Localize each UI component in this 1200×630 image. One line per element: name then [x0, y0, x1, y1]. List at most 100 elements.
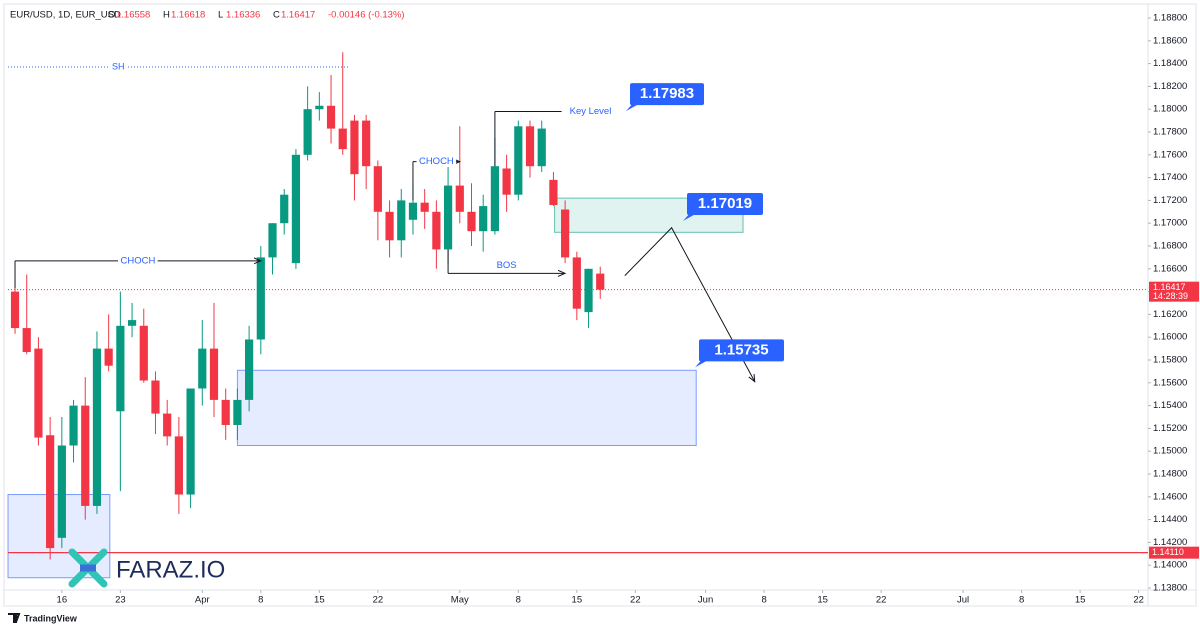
symbol: EUR/USD, 1D, EUR_USD	[10, 10, 121, 21]
x-tick-label: 15	[1075, 595, 1086, 606]
candle-body	[432, 211, 441, 250]
y-tick-label: 1.15000	[1153, 446, 1187, 457]
header: EUR/USD, 1D, EUR_USD	[10, 10, 121, 21]
tv-logo	[8, 613, 21, 623]
candle-body	[537, 128, 546, 167]
structure-label: Key Level	[570, 106, 612, 117]
ohlc-key: L	[218, 10, 223, 21]
candle-body	[326, 105, 336, 129]
candle-body	[490, 166, 499, 232]
y-tick-label: 1.18400	[1153, 58, 1187, 69]
ohlc-value: 1.16618	[171, 10, 205, 21]
candle-body	[561, 209, 570, 258]
zone	[236, 369, 697, 447]
candle-body	[373, 166, 382, 212]
candle-body	[10, 291, 20, 329]
x-tick-label: 15	[572, 595, 583, 606]
y-tick-label: 1.17000	[1153, 218, 1187, 229]
support-label: 1.14110	[1152, 547, 1184, 557]
candle-body	[291, 154, 301, 264]
price-label: 1.16417	[1153, 282, 1186, 292]
x-tick-label: Jun	[698, 595, 713, 606]
candle-body	[92, 348, 102, 506]
y-tick-label: 1.15200	[1153, 423, 1187, 434]
price-label-bg	[1149, 281, 1199, 302]
candle-body	[502, 168, 511, 195]
y-tick-label: 1.15400	[1153, 400, 1187, 411]
candle-body	[479, 206, 488, 232]
ohlc-value: 1.16558	[116, 10, 150, 21]
callout-label: 1.17019	[698, 195, 752, 212]
x-tick-label: 22	[1133, 595, 1144, 606]
candle-body	[139, 325, 148, 381]
candle-body	[443, 185, 453, 250]
x-tick-label: May	[451, 595, 469, 606]
candle-body	[268, 223, 277, 258]
candle-body	[174, 436, 183, 495]
candle-body	[514, 126, 523, 195]
y-tick-label: 1.17400	[1153, 172, 1187, 183]
y-tick-label: 1.18800	[1153, 13, 1187, 24]
candle-body	[408, 202, 418, 220]
y-tick-label: 1.16000	[1153, 332, 1187, 343]
y-tick-label: 1.17800	[1153, 127, 1187, 138]
candle-body	[34, 348, 43, 438]
candle-body	[69, 405, 78, 446]
y-tick-label: 1.13800	[1153, 583, 1187, 594]
candle-body	[163, 413, 172, 437]
candle-body	[385, 211, 394, 241]
footer-text: TradingView	[24, 613, 78, 623]
y-tick-label: 1.16800	[1153, 241, 1187, 252]
y-tick-label: 1.16600	[1153, 263, 1187, 274]
structure-label: CHOCH	[419, 156, 454, 167]
countdown: 14:28:39	[1153, 291, 1188, 301]
candle-body	[584, 268, 593, 313]
structure-label: CHOCH	[120, 255, 155, 266]
y-tick-label: 1.14200	[1153, 537, 1187, 548]
candle-body	[46, 435, 55, 549]
y-tick-label: 1.14800	[1153, 469, 1187, 480]
ohlc-key: O	[108, 10, 115, 21]
y-tick-label: 1.14600	[1153, 491, 1187, 502]
y-tick-label: 1.15600	[1153, 377, 1187, 388]
projection	[624, 226, 755, 382]
y-tick-label: 1.15800	[1153, 355, 1187, 366]
callout-box	[687, 193, 763, 216]
candle-body	[525, 126, 535, 167]
candle-body	[116, 325, 125, 412]
y-tick-label: 1.14000	[1153, 560, 1187, 571]
footer: TradingView	[8, 613, 78, 623]
candle-body	[397, 200, 406, 241]
candle-body	[455, 185, 464, 212]
x-tick-label: 22	[630, 595, 641, 606]
candle-body	[209, 348, 219, 400]
callout-box	[630, 83, 704, 106]
x-tick-label: 8	[516, 595, 521, 606]
callout-box	[699, 339, 784, 362]
watermark-text: FARAZ.IO	[116, 556, 225, 583]
x-tick-label: 16	[57, 595, 68, 606]
candle-body	[350, 120, 359, 175]
change: -0.00146 (-0.13%)	[328, 10, 405, 21]
candle-body	[362, 120, 371, 167]
candle-body	[280, 194, 289, 224]
candle-body	[22, 328, 31, 353]
x-tick-label: 22	[373, 595, 384, 606]
candle-body	[151, 380, 160, 414]
frame	[3, 3, 1197, 607]
y-tick-label: 1.14400	[1153, 514, 1187, 525]
support-label-bg	[1149, 546, 1199, 559]
x-tick-label: 8	[258, 595, 263, 606]
x-tick-label: 22	[876, 595, 887, 606]
ohlc-value: 1.16417	[281, 10, 315, 21]
candle-body	[198, 348, 207, 389]
x-tick-label: 8	[1019, 595, 1024, 606]
callout-label: 1.17983	[640, 85, 694, 102]
candle-body	[596, 273, 605, 290]
structure-label: BOS	[497, 260, 517, 271]
candle-body	[572, 257, 581, 309]
candle-body	[338, 128, 347, 150]
candle-body	[315, 105, 324, 110]
candle-body	[233, 399, 242, 425]
